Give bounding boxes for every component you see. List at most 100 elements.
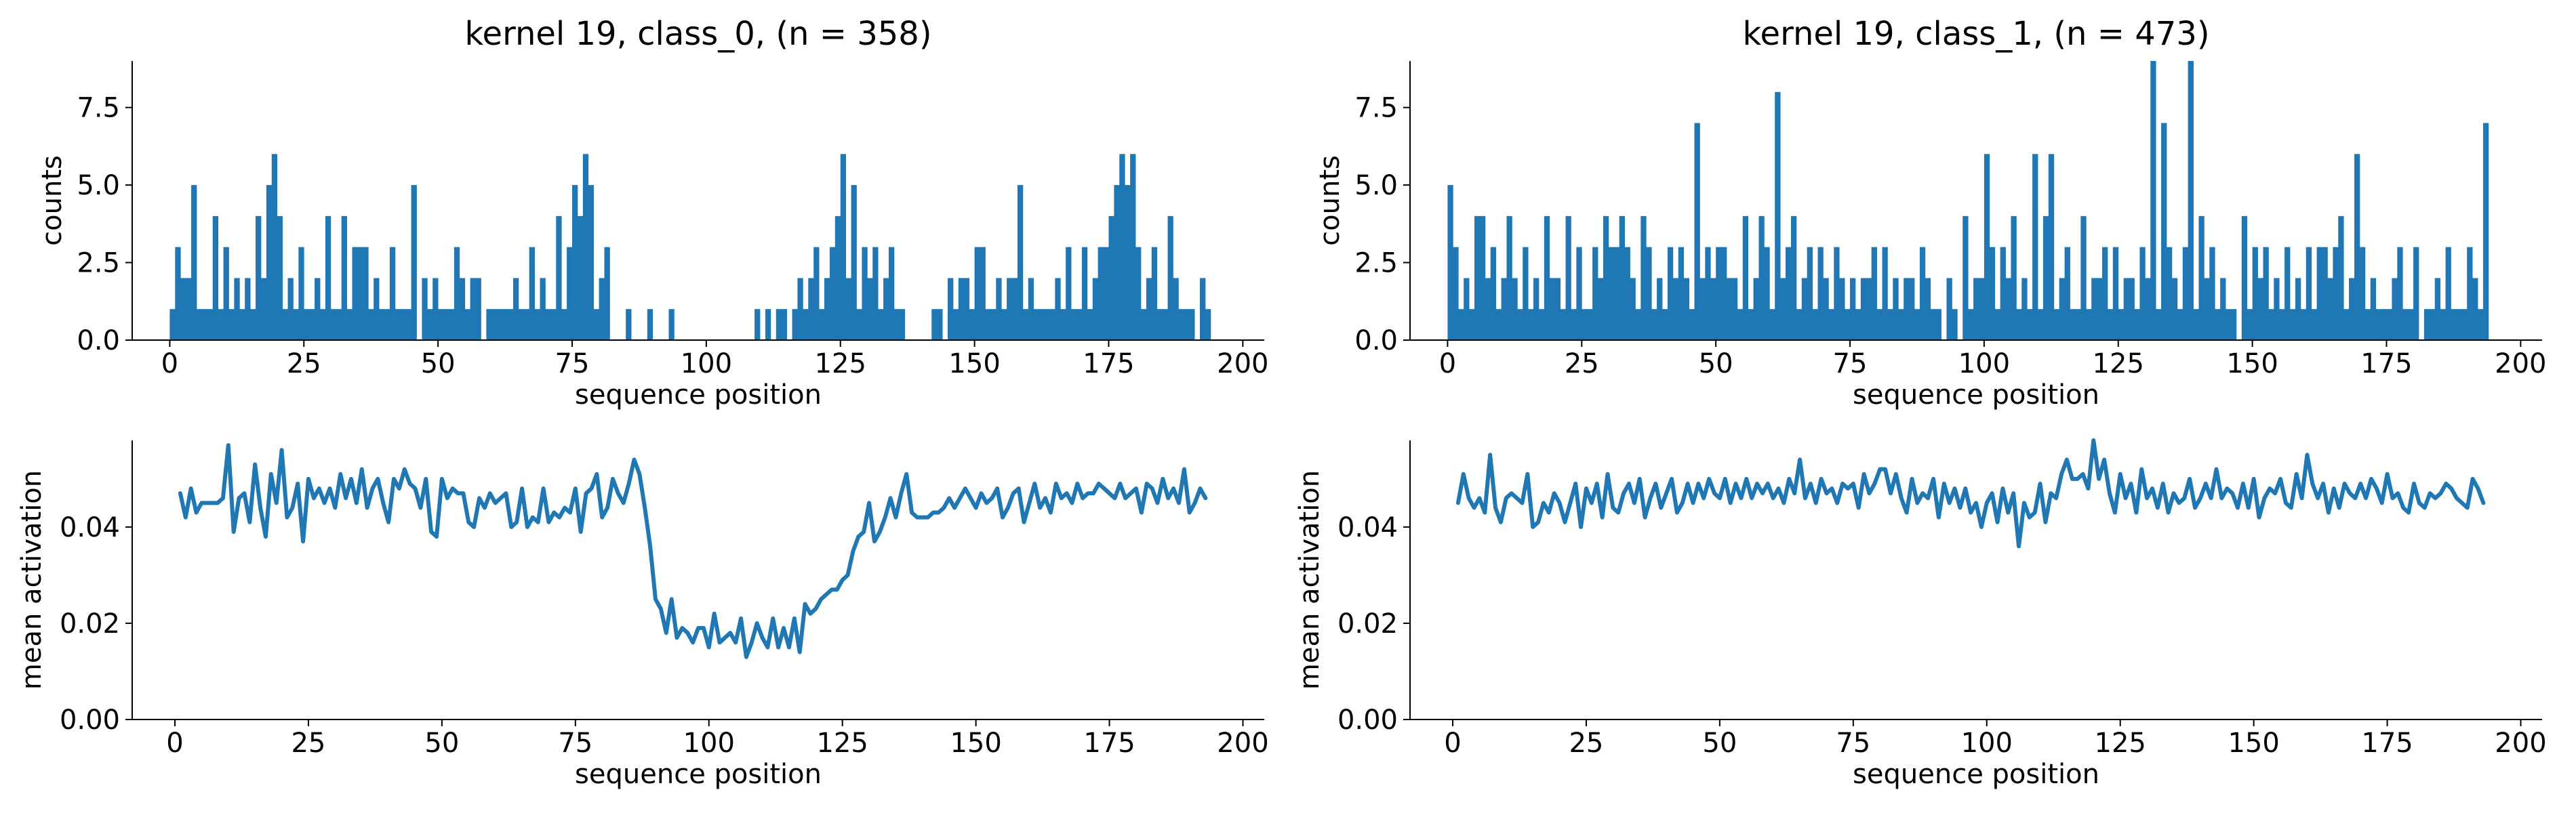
bar	[593, 309, 599, 340]
bar	[2215, 309, 2221, 340]
bar	[266, 185, 273, 340]
bar	[781, 309, 787, 340]
bar	[2107, 309, 2114, 340]
bar	[1012, 278, 1018, 340]
mean-activation-line	[178, 443, 1208, 659]
bar	[502, 309, 508, 340]
bar	[405, 309, 411, 340]
y-tick-label: 0.04	[60, 512, 120, 543]
bar	[647, 309, 653, 340]
bar	[2472, 278, 2478, 340]
bar	[325, 215, 331, 340]
bar	[1796, 309, 1803, 340]
y-axis-label: counts	[37, 155, 68, 246]
bar	[379, 309, 385, 340]
bar	[1130, 154, 1136, 340]
y-tick-label: 0.02	[60, 608, 120, 640]
bar	[2038, 309, 2044, 340]
bar	[1447, 185, 1453, 340]
bar	[1512, 278, 1518, 340]
bar	[1935, 309, 1941, 340]
bar	[1769, 309, 1775, 340]
bar	[867, 278, 873, 340]
y-tick-label: 7.5	[1354, 93, 1398, 124]
bar	[2053, 309, 2060, 340]
y-tick-label: 0.0	[77, 325, 120, 356]
x-axis-label: sequence position	[575, 379, 822, 411]
bar	[1189, 309, 1195, 340]
bar	[1098, 247, 1104, 340]
bar	[2198, 215, 2205, 340]
bar	[1533, 278, 1539, 340]
bar	[201, 309, 208, 340]
bar	[2461, 309, 2468, 340]
bar	[357, 247, 363, 340]
x-tick-label: 50	[421, 348, 456, 379]
x-tick-label: 0	[161, 348, 178, 379]
bar	[1968, 309, 1974, 340]
bar	[1076, 309, 1083, 340]
bar	[1007, 278, 1013, 340]
bar	[1978, 278, 1985, 340]
bar	[1044, 309, 1050, 340]
bar	[1060, 309, 1066, 340]
bar	[1469, 309, 1475, 340]
bar	[384, 309, 390, 340]
bar	[974, 247, 980, 340]
bar	[540, 278, 546, 340]
bar	[1108, 215, 1114, 340]
bar	[2097, 278, 2103, 340]
bar	[1914, 309, 1920, 340]
bar	[1162, 309, 1168, 340]
chart-title: kernel 19, class_0, (n = 358)	[464, 15, 931, 53]
bar	[556, 215, 562, 340]
bar	[1909, 278, 1915, 340]
bar	[567, 247, 573, 340]
bar	[2048, 154, 2055, 340]
bar	[1576, 247, 1582, 340]
bar	[626, 309, 632, 340]
mean-activation-line	[1455, 438, 2486, 549]
bar	[2429, 309, 2436, 340]
bar	[931, 309, 938, 340]
chart-panel-3: 0 25 50 75 100 125 150 175 200 0.00 0.02 0.04 sequen…	[16, 440, 1269, 790]
bar	[1528, 309, 1534, 340]
bar	[341, 215, 347, 340]
bar	[1081, 247, 1088, 340]
x-tick-label: 150	[2226, 348, 2278, 379]
bar	[1721, 247, 1727, 340]
bar	[829, 247, 836, 340]
bar	[1753, 278, 1759, 340]
x-tick-label: 25	[291, 728, 325, 759]
bar	[508, 309, 514, 340]
bar	[1565, 215, 1571, 340]
bar	[1726, 278, 1733, 340]
bar	[1828, 309, 1834, 340]
x-tick-label: 0	[1444, 728, 1461, 759]
x-axis-label: sequence position	[575, 759, 822, 790]
bar	[2440, 309, 2446, 340]
bar	[1571, 309, 1577, 340]
x-tick-label: 150	[950, 728, 1001, 759]
x-tick-label: 75	[1833, 348, 1868, 379]
bar	[2295, 278, 2301, 340]
bar	[1635, 309, 1641, 340]
bar	[287, 278, 294, 340]
bar	[475, 278, 481, 340]
bar	[1178, 309, 1184, 340]
bar	[1689, 309, 1695, 340]
bar	[1135, 247, 1142, 340]
bar	[1946, 278, 1952, 340]
bar	[448, 309, 455, 340]
bar	[1495, 309, 1502, 340]
bar	[952, 309, 959, 340]
bar	[2102, 247, 2108, 340]
bar	[2316, 247, 2322, 340]
bar	[2413, 247, 2419, 340]
bar	[2016, 309, 2022, 340]
y-axis-label: counts	[1314, 155, 1346, 246]
bar	[2343, 309, 2350, 340]
bar	[2134, 309, 2140, 340]
bar	[813, 247, 820, 340]
bar	[1479, 215, 1486, 340]
